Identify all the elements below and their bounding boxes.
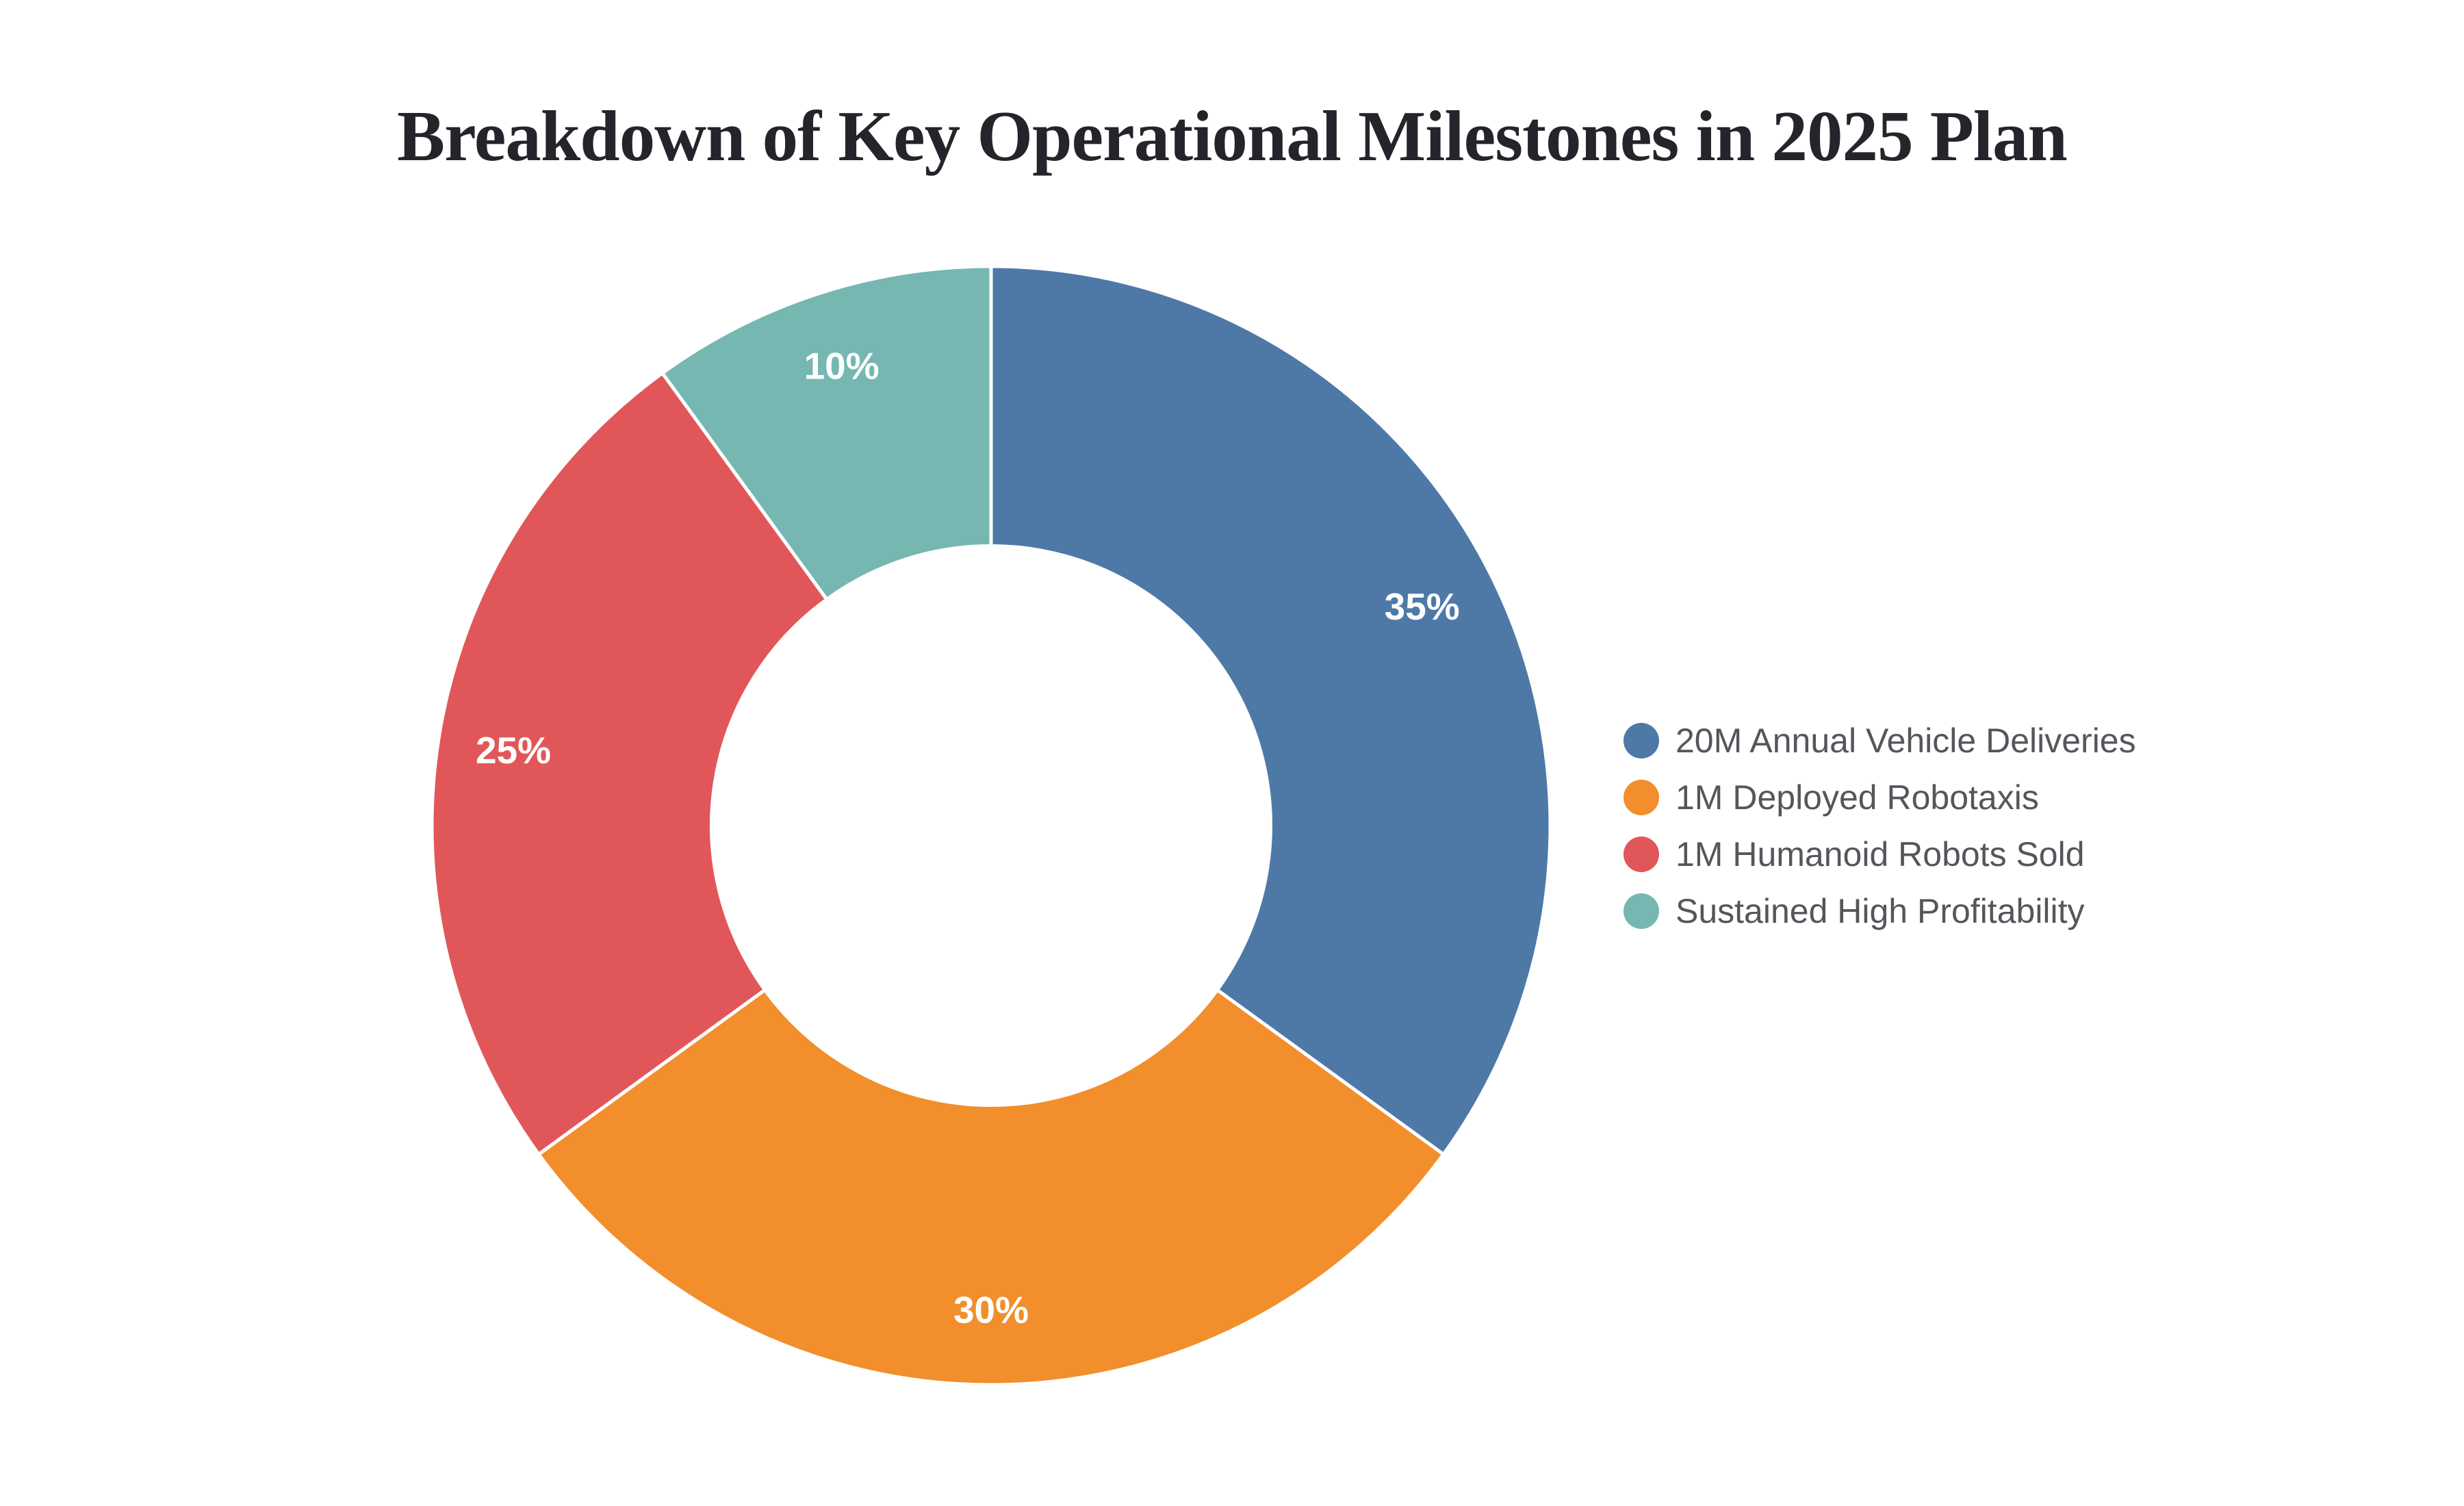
legend-label: Sustained High Profitability <box>1676 891 2085 930</box>
legend-item-2[interactable]: 1M Humanoid Robots Sold <box>1624 826 2136 882</box>
pie-slice-1[interactable] <box>537 988 1446 1387</box>
legend-swatch-icon <box>1624 722 1659 758</box>
pie-slice-3[interactable] <box>660 264 993 602</box>
legend-label: 1M Deployed Robotaxis <box>1676 778 2039 817</box>
legend-swatch-icon <box>1624 836 1659 872</box>
slice-label-3: 10% <box>804 345 880 387</box>
slice-label-1: 30% <box>953 1289 1029 1331</box>
chart-title: Breakdown of Key Operational Milestones … <box>397 96 2068 176</box>
slice-label-2: 25% <box>476 729 551 771</box>
legend-item-0[interactable]: 20M Annual Vehicle Deliveries <box>1624 712 2136 769</box>
legend: 20M Annual Vehicle Deliveries 1M Deploye… <box>1624 712 2136 939</box>
pie-slice-0[interactable] <box>989 264 1552 1156</box>
legend-label: 20M Annual Vehicle Deliveries <box>1676 721 2136 760</box>
legend-item-3[interactable]: Sustained High Profitability <box>1624 882 2136 939</box>
pie-slice-2[interactable] <box>430 371 829 1156</box>
legend-label: 1M Humanoid Robots Sold <box>1676 834 2085 873</box>
legend-swatch-icon <box>1624 779 1659 815</box>
legend-item-1[interactable]: 1M Deployed Robotaxis <box>1624 769 2136 826</box>
legend-swatch-icon <box>1624 893 1659 929</box>
slice-label-0: 35% <box>1385 585 1460 628</box>
